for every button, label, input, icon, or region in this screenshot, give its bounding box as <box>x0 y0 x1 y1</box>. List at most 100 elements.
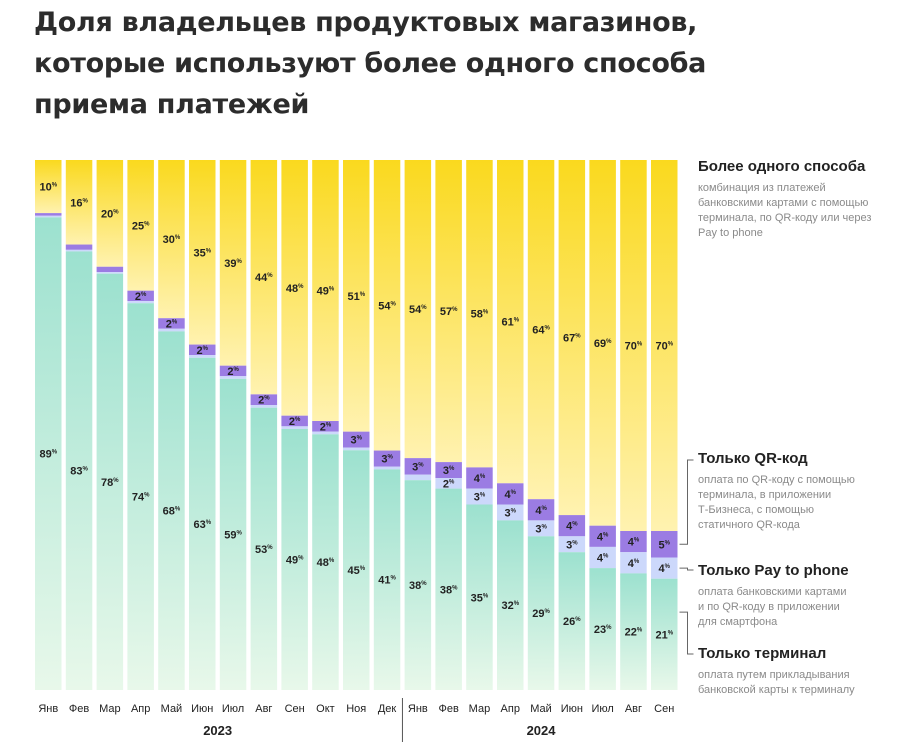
x-tick-label: Фев <box>438 703 458 715</box>
bar-segment-terminal <box>620 573 647 690</box>
bar-segment-terminal <box>527 536 555 690</box>
bar-segment-multi <box>558 160 586 516</box>
chart-title: Доля владельцев продуктовых магазинов, к… <box>34 2 814 125</box>
bar-segment-multi <box>497 160 524 484</box>
bar-segment-qr <box>343 431 370 448</box>
legend-desc-line: оплата путем прикладывания <box>698 669 850 681</box>
legend-desc-line: комбинация из платежей <box>698 182 826 194</box>
bar-segment-terminal <box>281 428 308 690</box>
legend-multi-title: Более одного способа <box>698 158 866 175</box>
bar-segment-p2p <box>281 426 308 429</box>
x-tick-label: Авг <box>625 703 642 715</box>
x-tick-label: Май <box>530 703 552 715</box>
legend-desc-line: оплата банковскими картами <box>698 586 847 598</box>
bar-segment-p2p <box>651 557 678 579</box>
bar-segment-terminal <box>651 578 678 690</box>
x-tick-label: Окт <box>316 703 335 715</box>
bar-segment-multi <box>158 160 185 319</box>
bar-segment-p2p <box>466 488 493 505</box>
bar-segment-p2p <box>343 447 370 451</box>
bar-segment-terminal <box>219 378 247 690</box>
x-tick-label: Май <box>161 703 183 715</box>
x-tick-label: Июн <box>561 703 583 715</box>
bar-segment-qr <box>312 421 339 432</box>
bar-segment-terminal <box>466 504 493 690</box>
x-tick-label: Апр <box>131 703 150 715</box>
bar-segment-qr <box>620 531 647 553</box>
bar-segment-p2p <box>35 215 62 218</box>
bar-segment-terminal <box>373 469 401 690</box>
bar-segment-multi <box>35 160 62 214</box>
legend-terminal: Только терминал оплата путем прикладыван… <box>698 645 888 698</box>
bar-segment-multi <box>127 160 154 291</box>
x-tick-label: Фев <box>69 703 89 715</box>
bar-segment-terminal <box>158 331 185 690</box>
bar-segment-p2p <box>250 405 278 408</box>
bar-segment-qr <box>127 290 154 302</box>
legend-desc-line: терминала, по QR-коду или через <box>698 212 872 224</box>
x-tick-label: Янв <box>408 703 428 715</box>
bar-segment-terminal <box>435 488 462 690</box>
bar-segment-terminal <box>35 217 62 690</box>
bar-segment-qr <box>466 467 493 489</box>
legend-p2p-title: Только Pay to phone <box>698 562 849 579</box>
bar-segment-multi <box>281 160 308 416</box>
bar-segment-multi <box>466 160 493 468</box>
bar-segment-p2p <box>589 546 616 569</box>
legend-desc-line: банковскими картами с помощью <box>698 197 869 209</box>
legend-qr-desc: оплата по QR-коду с помощью терминала, в… <box>698 473 888 533</box>
legend-desc-line: Т-Бизнеса, с помощью <box>698 504 815 516</box>
x-tick-label: Ноя <box>346 703 366 715</box>
bar-segment-multi <box>189 160 216 345</box>
bar-segment-qr <box>219 365 247 377</box>
bar-segment-qr <box>527 499 555 521</box>
bar-segment-terminal <box>250 407 278 690</box>
bar-segment-qr <box>65 244 93 250</box>
chart-title-line: которые используют более одного способа <box>34 48 707 79</box>
legend-multi-desc: комбинация из платежей банковскими карта… <box>698 181 888 241</box>
legend-desc-line: банковской карты к терминалу <box>698 684 855 696</box>
bar-segment-p2p <box>404 474 432 481</box>
bar-segment-multi <box>373 160 401 451</box>
bar-segment-p2p <box>527 520 555 537</box>
year-label: 2024 <box>527 723 557 738</box>
bar-segment-p2p <box>312 431 339 435</box>
bar-segment-terminal <box>127 303 154 690</box>
legend-terminal-desc: оплата путем прикладывания банковской ка… <box>698 668 888 698</box>
legend-desc-line: Pay to phone <box>698 227 763 239</box>
legend-desc-line: и по QR-коду в приложении <box>698 601 840 613</box>
bar-segment-multi <box>435 160 462 463</box>
x-tick-label: Мар <box>99 703 121 715</box>
bar-segment-p2p <box>65 249 93 252</box>
legend-connector-p2p <box>679 567 694 571</box>
legend-connector-qr <box>679 459 694 545</box>
bar-segment-multi <box>651 160 678 531</box>
bar-segment-terminal <box>65 251 93 690</box>
bar-segment-qr <box>404 458 432 475</box>
legend-qr: Только QR-код оплата по QR-коду с помощь… <box>698 450 888 533</box>
bar-segment-p2p <box>373 466 401 470</box>
bar-segment-p2p <box>219 376 247 379</box>
bar-segment-terminal <box>558 552 586 690</box>
bar-segment-qr <box>281 415 308 427</box>
x-tick-label: Июл <box>222 703 244 715</box>
bar-segment-multi <box>65 160 93 245</box>
bar-segment-p2p <box>620 552 647 574</box>
bar-segment-terminal <box>189 357 216 690</box>
bar-segment-p2p <box>127 301 154 304</box>
bar-segment-multi <box>343 160 370 432</box>
chart-title-line: приема платежей <box>34 89 310 120</box>
legend-connector-terminal <box>679 611 694 655</box>
bar-segment-p2p <box>558 536 586 553</box>
legend-qr-title: Только QR-код <box>698 450 808 467</box>
bar-segment-qr <box>158 318 185 329</box>
bar-segment-p2p <box>189 355 216 358</box>
legend-p2p: Только Pay to phone оплата банковскими к… <box>698 562 888 630</box>
bar-segment-p2p <box>435 478 462 489</box>
bar-segment-p2p <box>96 272 124 274</box>
bar-segment-multi <box>620 160 647 531</box>
bar-segment-multi <box>219 160 247 366</box>
bar-segment-terminal <box>497 520 524 690</box>
x-tick-label: Сен <box>654 703 674 715</box>
